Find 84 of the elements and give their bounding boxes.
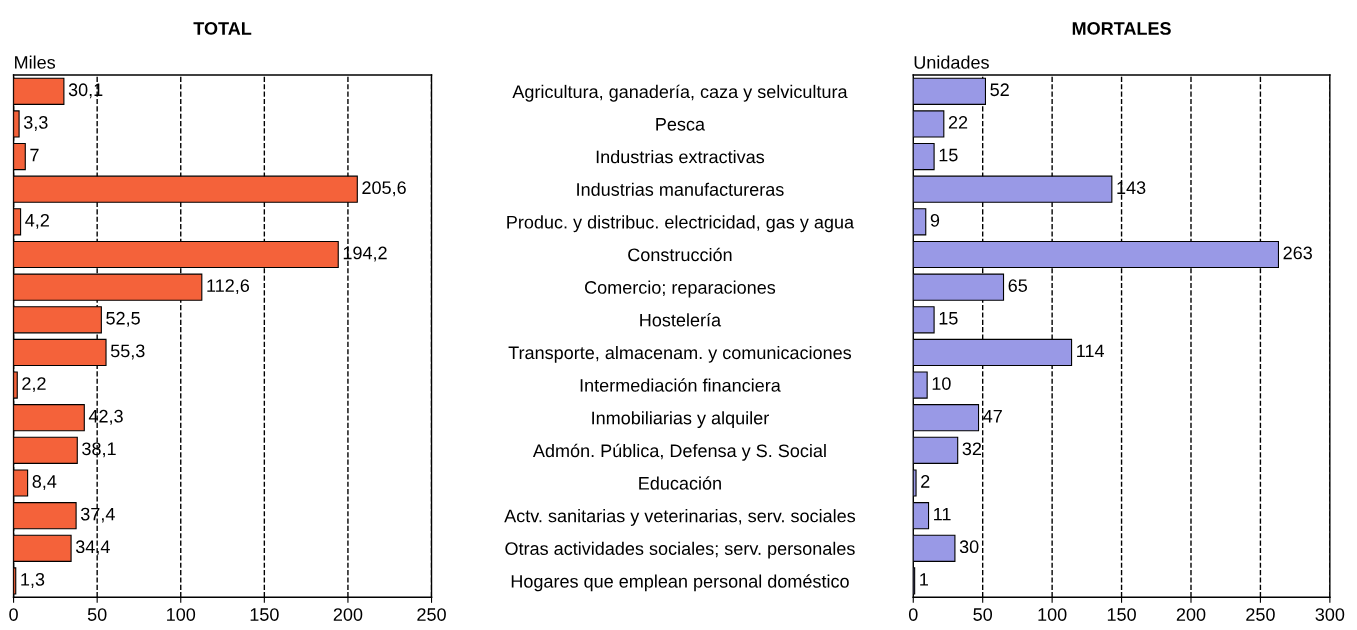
y-tick-label: Inmobiliarias y alquiler (592, 411, 769, 428)
x-tick-label: 250 (417, 608, 446, 621)
bar (13, 502, 77, 530)
chart-title: TOTAL (193, 22, 252, 35)
data-label: 194,2 (343, 246, 387, 262)
chart-title: MORTALES (1072, 22, 1171, 35)
y-tick-label: Produc. y distribuc. electricidad, gas y agua (507, 215, 855, 233)
bar (913, 469, 917, 497)
data-label: 47 (983, 409, 1002, 423)
x-tick-label: 50 (87, 608, 107, 621)
data-label: 30 (959, 540, 979, 554)
data-label: 38,1 (82, 442, 116, 458)
data-label: 1,3 (21, 572, 45, 588)
x-tick-label: 50 (973, 608, 993, 621)
data-label: 22 (948, 115, 968, 129)
x-tick-label: 250 (1246, 608, 1275, 621)
y-tick-label: Educación (639, 476, 721, 490)
data-label: 42,3 (88, 409, 123, 425)
data-label: 4,2 (25, 213, 49, 229)
data-label: 263 (1283, 246, 1312, 260)
bar (13, 77, 65, 105)
bar (913, 404, 980, 432)
data-label: 10 (932, 377, 951, 390)
data-label: 112,6 (207, 279, 250, 295)
data-label: 11 (934, 507, 951, 521)
bar (913, 502, 930, 530)
data-label: 7 (30, 148, 39, 162)
data-label: 3,3 (23, 115, 48, 131)
x-tick-label: 300 (1315, 608, 1345, 621)
bar (13, 208, 22, 236)
bar (13, 371, 18, 399)
data-label: 55,3 (110, 344, 145, 360)
y-tick-label: Pesca (656, 118, 706, 131)
x-tick-label: 200 (1176, 608, 1206, 621)
bar (913, 436, 959, 464)
y-tick-label: Admón. Pública, Defensa y S. Social (532, 443, 826, 461)
bar (13, 110, 20, 138)
data-label: 34,4 (75, 540, 110, 556)
bar (13, 142, 26, 171)
data-label: 8,4 (32, 475, 57, 490)
bar (913, 371, 928, 399)
data-label: 32 (962, 442, 982, 456)
data-label: 2 (921, 475, 930, 488)
data-label: 30,1 (68, 83, 103, 99)
x-tick-label: 200 (333, 608, 363, 621)
bar (913, 110, 945, 138)
data-label: 15 (939, 148, 958, 162)
x-axis-title: Miles (15, 55, 56, 69)
y-tick-label: Hostelería (640, 313, 722, 327)
y-tick-label: Actv. sanitarias y veterinarias, serv. sociales (504, 509, 856, 526)
data-label: 52,5 (106, 311, 140, 327)
data-label: 205,6 (362, 181, 406, 197)
x-tick-label: 150 (1107, 608, 1136, 621)
y-tick-label: Intermediación financiera (580, 378, 781, 392)
bar (13, 436, 78, 464)
x-axis-title: Unidades (914, 55, 989, 69)
bar (913, 306, 935, 334)
data-label: 2,2 (22, 377, 46, 393)
data-label: 9 (930, 213, 940, 227)
data-label: 114 (1077, 344, 1104, 358)
data-label: 65 (1008, 279, 1028, 292)
x-tick-label: 0 (908, 608, 918, 621)
bar (913, 208, 927, 236)
data-label: 37,4 (80, 507, 115, 523)
x-tick-label: 100 (1038, 608, 1067, 621)
y-tick-label: Transporte, almacenam. y comunicaciones (508, 345, 852, 363)
x-tick-label: 0 (9, 608, 18, 621)
y-tick-label: Comercio; reparaciones (585, 280, 776, 298)
data-label: 15 (939, 312, 958, 325)
y-tick-label: Industrias manufactureras (577, 182, 784, 196)
y-tick-label: Hogares que emplean personal doméstico (511, 574, 849, 592)
x-tick-label: 150 (250, 608, 279, 621)
bar (13, 534, 72, 562)
bar (913, 534, 956, 562)
x-tick-label: 100 (167, 608, 196, 621)
y-tick-label: Agricultura, ganadería, caza y selvicultura (512, 84, 848, 102)
data-label: 1 (920, 573, 928, 586)
y-tick-label: Construcción (628, 247, 732, 262)
bar (13, 404, 85, 432)
data-label: 52 (990, 83, 1009, 97)
y-tick-label: Industrias extractivas (596, 150, 765, 164)
y-tick-label: Otras actividades sociales; serv. personales (505, 541, 855, 559)
bar (913, 142, 935, 171)
bar (13, 469, 29, 497)
